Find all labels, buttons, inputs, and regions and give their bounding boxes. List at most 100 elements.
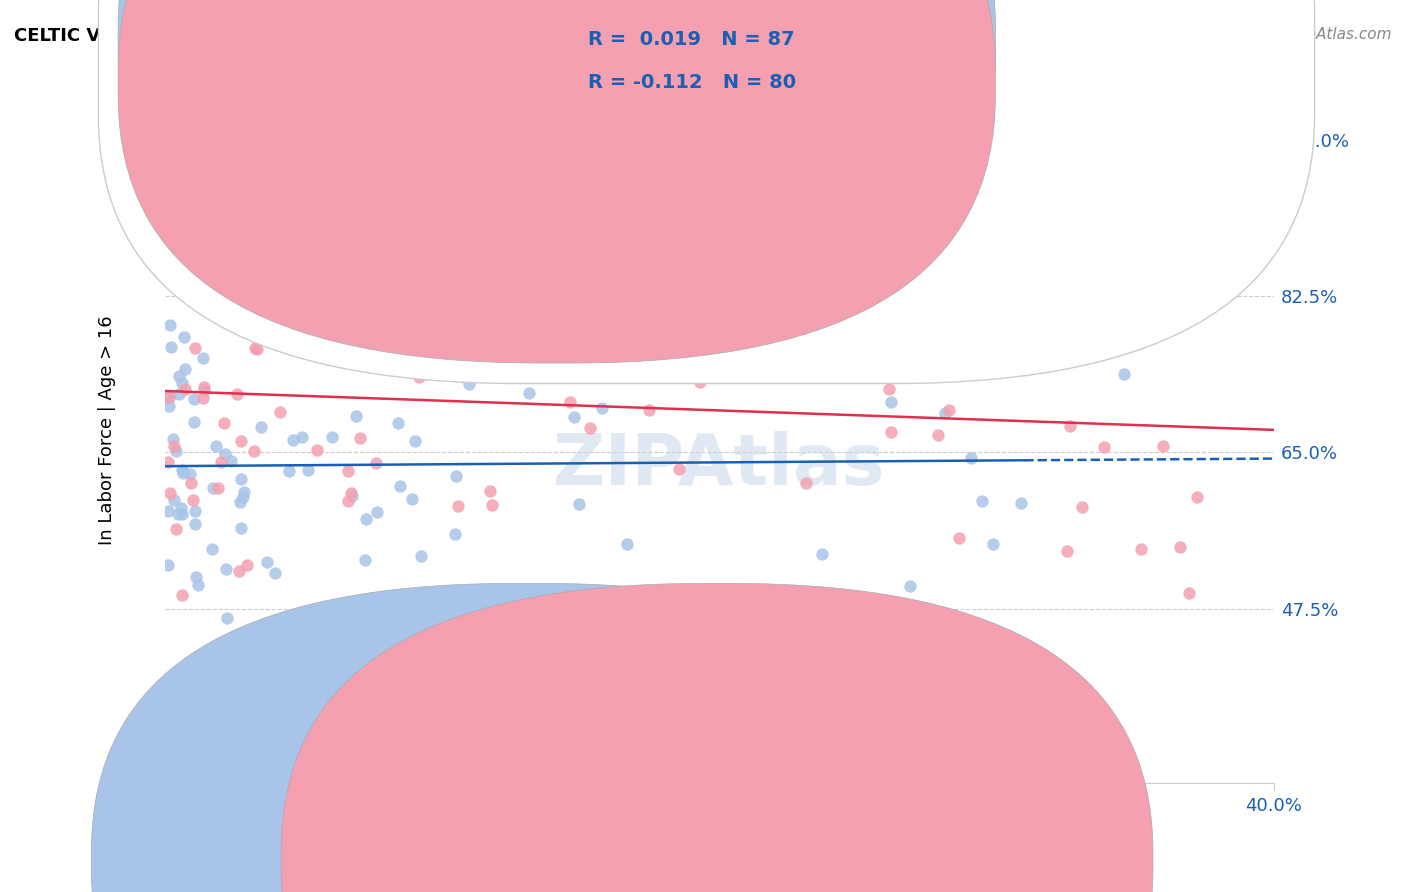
Point — [561, 333, 583, 347]
Point — [184, 503, 207, 517]
Point — [163, 439, 186, 453]
Point — [1056, 544, 1078, 558]
Point — [165, 522, 187, 536]
Point — [439, 273, 461, 287]
Point — [229, 434, 252, 448]
Point — [598, 160, 620, 174]
Point — [927, 428, 949, 442]
Point — [970, 494, 993, 508]
Point — [447, 208, 470, 222]
Point — [591, 401, 613, 415]
Point — [187, 577, 209, 591]
Point — [880, 395, 903, 409]
Point — [364, 456, 387, 470]
Point — [215, 562, 238, 576]
Point — [342, 489, 364, 503]
Text: Immigrants from Eastern Africa: Immigrants from Eastern Africa — [742, 849, 1002, 867]
Point — [156, 504, 179, 518]
Point — [900, 325, 922, 339]
Point — [879, 425, 901, 439]
Text: ZIPAtlas: ZIPAtlas — [553, 431, 886, 500]
Point — [156, 265, 179, 279]
Point — [269, 405, 291, 419]
Point — [174, 382, 197, 396]
Point — [934, 406, 956, 420]
Point — [170, 376, 193, 390]
Point — [159, 486, 181, 500]
Text: R =  0.019   N = 87: R = 0.019 N = 87 — [588, 29, 794, 49]
Point — [434, 723, 457, 738]
Point — [744, 324, 766, 338]
Point — [243, 341, 266, 355]
Point — [231, 133, 253, 147]
Point — [1168, 541, 1191, 555]
Text: Source: ZipAtlas.com: Source: ZipAtlas.com — [1229, 27, 1392, 42]
Point — [457, 376, 479, 391]
Point — [236, 558, 259, 572]
Point — [316, 221, 339, 235]
Point — [156, 558, 179, 572]
Point — [811, 547, 834, 561]
Point — [1049, 276, 1071, 290]
Point — [170, 508, 193, 522]
Point — [346, 409, 368, 423]
Point — [211, 663, 233, 677]
Point — [1178, 586, 1201, 600]
Point — [668, 462, 690, 476]
Point — [1092, 440, 1115, 454]
Point — [877, 382, 900, 396]
Point — [169, 500, 191, 515]
Point — [347, 234, 370, 248]
Point — [278, 464, 301, 478]
Point — [180, 284, 202, 298]
Point — [184, 570, 207, 584]
Point — [232, 490, 254, 504]
Point — [245, 629, 267, 643]
Point — [447, 499, 470, 513]
Point — [232, 485, 254, 500]
Point — [281, 433, 304, 447]
Point — [214, 447, 236, 461]
Text: R = -0.112   N = 80: R = -0.112 N = 80 — [588, 72, 796, 92]
Text: In Labor Force | Age > 16: In Labor Force | Age > 16 — [98, 315, 117, 545]
Point — [165, 443, 187, 458]
Point — [179, 467, 201, 481]
Point — [302, 603, 325, 617]
Point — [875, 604, 897, 618]
Point — [184, 341, 207, 355]
Point — [162, 432, 184, 446]
Point — [481, 498, 503, 512]
Point — [1114, 367, 1136, 381]
Point — [349, 430, 371, 444]
Point — [637, 402, 659, 417]
Point — [342, 267, 364, 281]
Point — [898, 579, 921, 593]
Point — [193, 391, 215, 405]
Point — [159, 318, 181, 332]
Point — [256, 554, 278, 568]
Point — [172, 588, 194, 602]
Point — [330, 341, 353, 355]
Point — [875, 267, 897, 281]
Point — [209, 454, 232, 468]
Point — [353, 326, 375, 340]
Point — [1071, 500, 1094, 515]
Point — [401, 491, 423, 506]
Point — [949, 341, 972, 355]
Point — [1130, 541, 1153, 556]
Point — [568, 497, 591, 511]
Point — [307, 338, 329, 352]
Point — [616, 537, 638, 551]
Text: CELTIC VS IMMIGRANTS FROM EASTERN AFRICA IN LABOR FORCE | AGE > 16 CORRELATION C: CELTIC VS IMMIGRANTS FROM EASTERN AFRICA… — [14, 27, 1004, 45]
Point — [204, 439, 226, 453]
Point — [172, 466, 194, 480]
Point — [935, 291, 957, 305]
Point — [184, 517, 207, 532]
Point — [173, 330, 195, 344]
Point — [404, 434, 426, 448]
Point — [1010, 496, 1032, 510]
Point — [948, 531, 970, 545]
Point — [157, 399, 180, 413]
Point — [183, 416, 205, 430]
Point — [167, 386, 190, 401]
